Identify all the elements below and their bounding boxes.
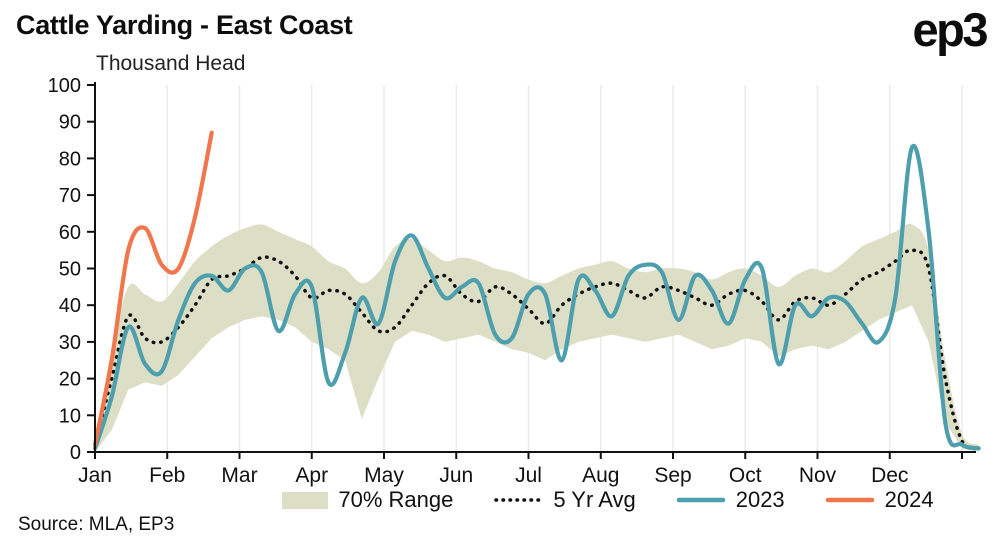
svg-text:Sep: Sep [654, 464, 691, 487]
range-band-swatch [282, 491, 329, 509]
source-note: Source: MLA, EP3 [18, 514, 175, 535]
svg-text:60: 60 [59, 222, 81, 244]
svg-text:Apr: Apr [295, 464, 328, 487]
svg-text:100: 100 [48, 75, 81, 97]
svg-text:0: 0 [70, 442, 81, 464]
svg-text:70: 70 [59, 185, 81, 207]
svg-text:80: 80 [59, 148, 81, 170]
svg-text:Aug: Aug [582, 464, 619, 487]
line-2023-sample [676, 497, 725, 503]
legend-label-2024: 2024 [884, 487, 934, 512]
svg-text:90: 90 [59, 112, 81, 134]
svg-text:Jul: Jul [515, 464, 542, 487]
svg-text:Feb: Feb [149, 464, 185, 487]
svg-text:Jan: Jan [78, 464, 112, 487]
ep3-logo: ep3 [912, 3, 989, 56]
chart-legend: 70% Range 5 Yr Avg 2023 2024 [0, 487, 1006, 513]
svg-text:Oct: Oct [729, 464, 762, 487]
svg-text:Mar: Mar [221, 464, 257, 487]
svg-text:Jun: Jun [439, 464, 473, 487]
svg-text:50: 50 [59, 259, 81, 281]
page-title: Cattle Yarding - East Coast [16, 10, 353, 40]
svg-text:Nov: Nov [799, 464, 837, 487]
legend-label-avg: 5 Yr Avg [553, 487, 636, 512]
line-2024-sample [825, 497, 874, 503]
svg-text:Dec: Dec [871, 464, 908, 487]
legend-item-5yr-avg: 5 Yr Avg [493, 487, 636, 513]
svg-text:20: 20 [59, 369, 81, 391]
legend-item-70pct-range: 70% Range [282, 487, 453, 513]
avg-dotted-sample [494, 498, 543, 502]
legend-item-2024: 2024 [825, 487, 934, 513]
svg-text:30: 30 [59, 332, 81, 354]
svg-text:10: 10 [59, 405, 81, 427]
legend-label-2023: 2023 [735, 487, 785, 512]
legend-item-2023: 2023 [676, 487, 785, 513]
legend-label-range: 70% Range [338, 487, 454, 512]
svg-text:40: 40 [59, 295, 81, 317]
y-axis-units-label: Thousand Head [96, 52, 246, 75]
svg-text:May: May [364, 464, 404, 487]
